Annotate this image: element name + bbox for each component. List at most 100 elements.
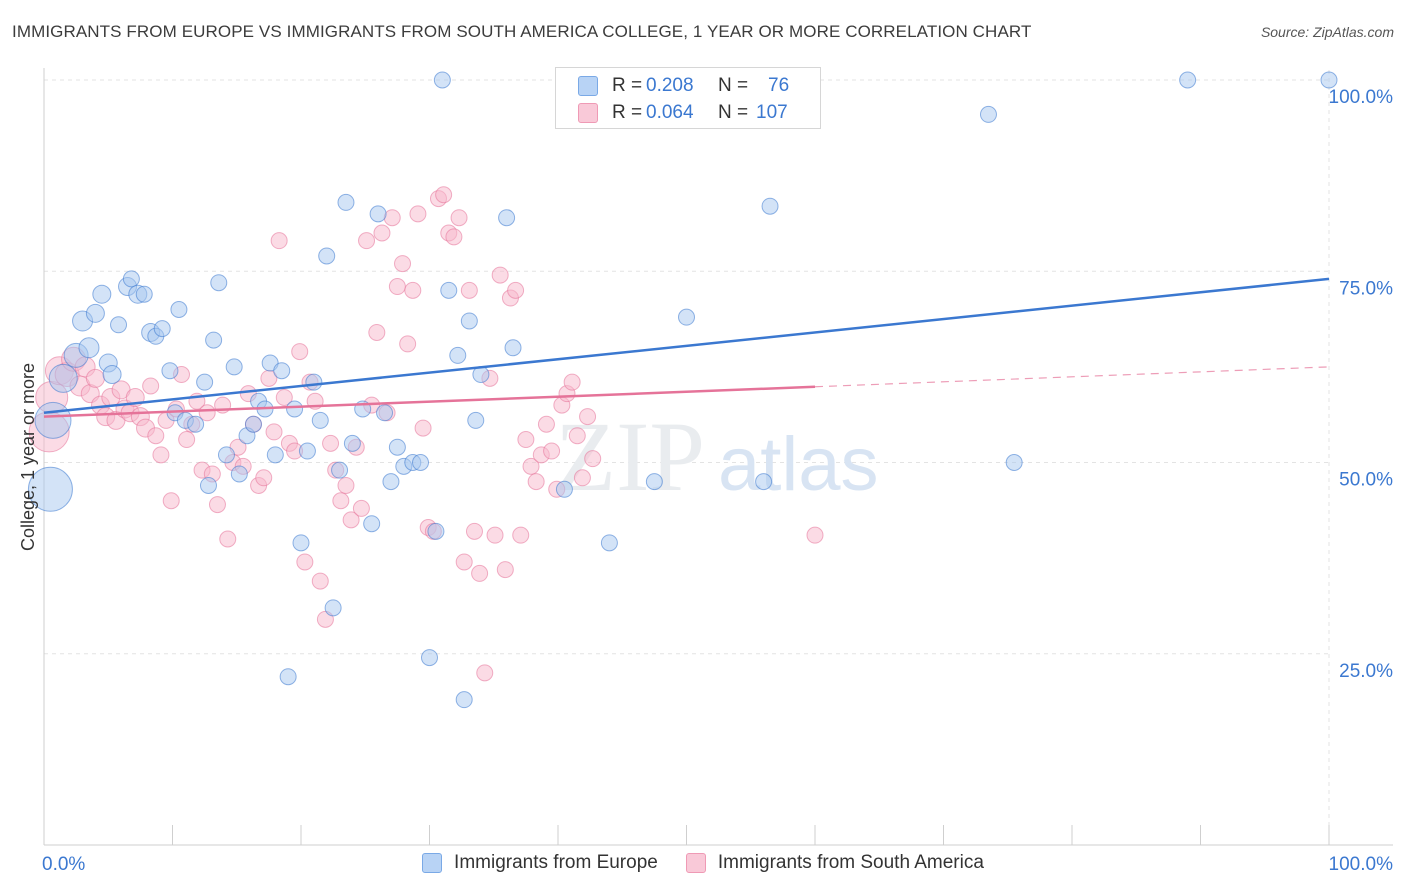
point-south-america-103: [573, 469, 591, 487]
n-value-south-america: 107: [756, 102, 788, 123]
point-south-america-69: [399, 335, 417, 353]
point-europe-74: [979, 105, 997, 123]
point-south-america-79: [450, 209, 468, 227]
point-europe-56: [412, 454, 430, 471]
point-south-america-72: [414, 419, 432, 437]
stats-row-south-america: R = 0.064 N = 107: [578, 101, 788, 125]
point-south-america-71: [409, 205, 427, 223]
europe-legend-swatch: [422, 853, 443, 873]
point-south-america-104: [579, 408, 597, 426]
point-south-america-88: [496, 561, 514, 579]
point-south-america-68: [394, 255, 412, 273]
y-axis-label: College, 1 year or more: [18, 363, 38, 551]
point-south-america-80: [455, 553, 473, 571]
point-south-america-45: [275, 388, 293, 406]
point-europe-52: [382, 473, 400, 491]
point-europe-6: [85, 303, 105, 323]
point-south-america-57: [337, 476, 355, 494]
point-south-america-78: [445, 228, 463, 246]
point-south-america-30: [198, 404, 216, 422]
point-europe-63: [460, 312, 478, 330]
point-south-america-90: [507, 281, 525, 299]
point-europe-36: [273, 362, 291, 380]
point-south-america-76: [435, 186, 453, 204]
point-europe-46: [337, 193, 355, 211]
point-south-america-86: [486, 526, 504, 544]
legend-label-europe: Immigrants from Europe: [454, 852, 658, 873]
point-europe-25: [205, 331, 223, 349]
n-label: N =: [718, 75, 749, 96]
stats-row-europe: R = 0.208 N = 76: [578, 74, 789, 98]
point-europe-28: [225, 358, 243, 376]
point-europe-43: [318, 247, 336, 265]
point-south-america-34: [219, 530, 237, 548]
point-south-america-20: [147, 427, 165, 445]
point-south-america-70: [404, 281, 422, 299]
point-south-america-48: [291, 343, 309, 361]
europe-swatch: [578, 76, 598, 96]
point-europe-14: [135, 285, 153, 303]
point-south-america-26: [178, 431, 196, 449]
point-europe-44: [324, 599, 342, 617]
point-europe-24: [199, 476, 217, 494]
r-label: R =: [612, 75, 643, 96]
point-europe-57: [421, 649, 438, 667]
point-south-america-91: [512, 526, 530, 544]
stats-legend: R = 0.208 N = 76 R = 0.064 N = 107: [555, 67, 821, 129]
south-america-swatch: [578, 103, 598, 123]
trend-layer: [43, 277, 1330, 418]
point-europe-70: [645, 473, 663, 491]
point-south-america-49: [296, 553, 314, 571]
legend-item-south-america: Immigrants from South America: [685, 852, 984, 874]
point-south-america-32: [208, 496, 226, 514]
point-south-america-102: [568, 427, 586, 445]
watermark-zip: ZIP: [555, 401, 705, 512]
point-europe-77: [1320, 71, 1338, 89]
r-value-south-america: 0.064: [646, 102, 694, 123]
point-europe-68: [555, 480, 573, 498]
point-europe-19: [170, 301, 188, 318]
point-south-america-54: [322, 434, 340, 452]
x-tick-label-max: 100.0%: [1329, 854, 1394, 875]
point-europe-26: [210, 274, 228, 292]
south-america-legend-swatch: [685, 853, 706, 873]
point-europe-62: [455, 691, 473, 709]
points-layer: [27, 71, 1338, 709]
y-tick-label-100: 100.0%: [1329, 87, 1394, 108]
point-south-america-58: [342, 511, 360, 529]
point-europe-29: [230, 465, 248, 483]
point-south-america-81: [460, 281, 478, 299]
point-europe-5: [78, 337, 100, 359]
point-south-america-41: [255, 469, 273, 487]
n-label: N =: [718, 102, 749, 123]
y-tick-label-75: 75.0%: [1339, 278, 1393, 299]
point-europe-60: [440, 281, 458, 299]
point-europe-59: [433, 71, 451, 89]
point-europe-40: [298, 442, 316, 460]
point-south-america-106: [806, 526, 824, 544]
point-europe-31: [244, 415, 262, 433]
point-south-america-19: [142, 377, 160, 395]
point-south-america-63: [368, 323, 386, 341]
point-europe-67: [504, 339, 522, 357]
point-europe-17: [153, 320, 171, 338]
point-south-america-60: [352, 499, 370, 517]
legend-item-europe: Immigrants from Europe: [422, 852, 658, 874]
point-europe-76: [1179, 71, 1197, 89]
point-europe-23: [196, 373, 214, 391]
point-south-america-64: [373, 224, 391, 242]
point-europe-0: [27, 466, 73, 512]
point-south-america-44: [270, 232, 288, 250]
point-south-america-52: [311, 572, 329, 590]
point-europe-72: [755, 473, 773, 491]
point-europe-53: [388, 438, 406, 456]
point-south-america-66: [383, 209, 401, 227]
trendline-europe: [43, 277, 1330, 415]
point-europe-45: [331, 461, 349, 479]
axis-layer: 25.0% 50.0% 75.0% 100.0% 0.0% 100.0%: [42, 68, 1393, 875]
r-label: R =: [612, 102, 643, 123]
point-south-america-83: [471, 564, 489, 582]
point-europe-42: [311, 411, 329, 429]
point-europe-12: [122, 270, 140, 288]
trendline-south-america-extension: [814, 366, 1330, 388]
